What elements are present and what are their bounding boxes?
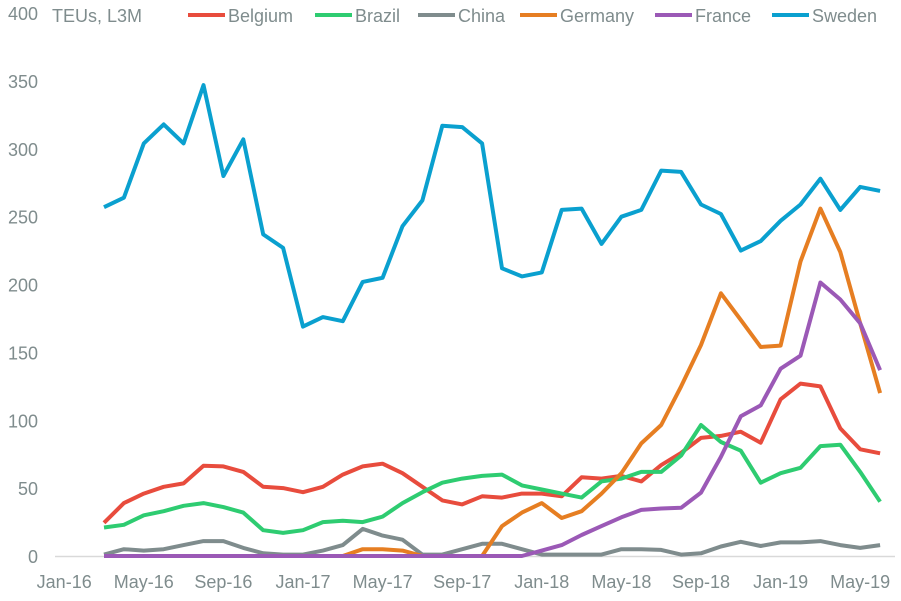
y-tick-label: 50: [18, 479, 38, 499]
series-line-belgium: [102, 381, 881, 525]
y-axis-label: TEUs, L3M: [52, 6, 142, 26]
x-axis: Jan-16 May-16 Sep-16 Jan-17 May-17 Sep-17 Jan-…: [37, 572, 891, 592]
series-lines: [102, 83, 883, 558]
y-tick-label: 300: [8, 140, 38, 160]
legend-label: Brazil: [355, 6, 400, 26]
x-tick-label: Jan-19: [753, 572, 808, 592]
y-tick-label: 100: [8, 411, 38, 431]
legend-item-brazil: Brazil: [315, 6, 400, 26]
legend-item-france: France: [655, 6, 751, 26]
legend-item-germany: Germany: [520, 6, 634, 26]
y-tick-label: 150: [8, 343, 38, 363]
x-tick-label: Sep-18: [672, 572, 730, 592]
y-tick-label: 400: [8, 4, 38, 24]
x-tick-label: Jan-17: [275, 572, 330, 592]
x-tick-label: Jan-18: [514, 572, 569, 592]
legend-label: Belgium: [228, 6, 293, 26]
legend-item-belgium: Belgium: [188, 6, 293, 26]
y-tick-label: 250: [8, 208, 38, 228]
legend-label: Germany: [560, 6, 634, 26]
series-line-brazil: [103, 423, 882, 535]
legend-label: China: [458, 6, 506, 26]
y-tick-label: 0: [28, 547, 38, 567]
x-tick-label: May-16: [114, 572, 174, 592]
x-tick-label: May-19: [830, 572, 890, 592]
x-tick-label: Sep-16: [194, 572, 252, 592]
y-tick-label: 350: [8, 72, 38, 92]
x-tick-label: Sep-17: [433, 572, 491, 592]
x-tick-label: Jan-16: [37, 572, 92, 592]
series-line-sweden: [103, 83, 881, 329]
legend-item-china: China: [418, 6, 506, 26]
x-tick-label: May-18: [591, 572, 651, 592]
legend-label: Sweden: [812, 6, 877, 26]
legend-item-sweden: Sweden: [772, 6, 877, 26]
legend-label: France: [695, 6, 751, 26]
series-line-france: [104, 280, 882, 558]
series-line-germany: [104, 206, 883, 558]
y-tick-label: 200: [8, 276, 38, 296]
y-axis: 0 50 100 150 200 250 300 350 400: [8, 4, 38, 567]
legend: Belgium Brazil China Germany France Sweden: [188, 6, 877, 26]
x-tick-label: May-17: [353, 572, 413, 592]
